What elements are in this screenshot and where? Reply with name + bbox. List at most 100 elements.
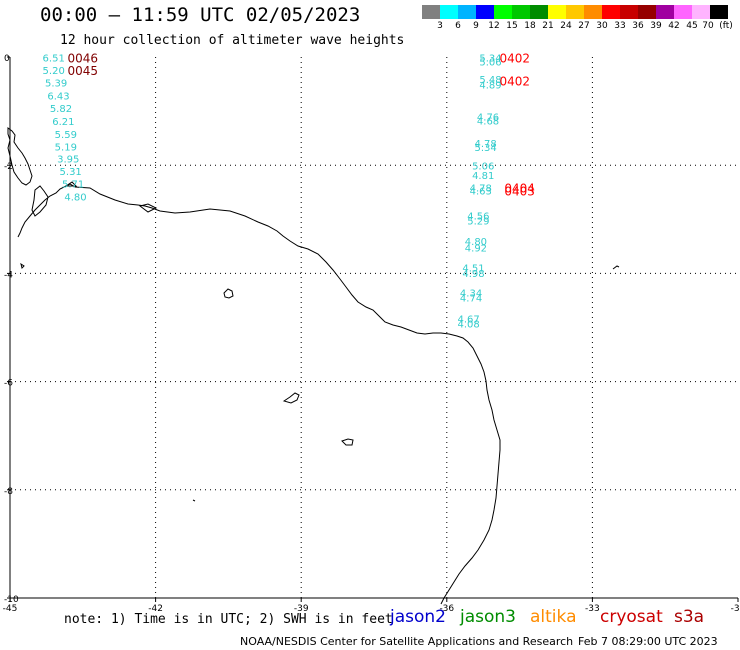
swh-value: 4.51 [462, 263, 484, 274]
satellite-cryosat: cryosat [600, 607, 663, 627]
swh-value: 5.59 [55, 130, 77, 141]
swh-value: 5.19 [55, 142, 77, 153]
scale-label: (ft) [719, 21, 733, 31]
pass-time: 0045 [68, 64, 99, 78]
lat-tick-label: 0 [4, 54, 10, 64]
islet-west [20, 262, 25, 269]
islet-south [192, 499, 196, 502]
swh-value: 4.63 [470, 187, 492, 198]
satellite-altika: altika [530, 607, 577, 627]
scale-swatch [440, 5, 458, 19]
pass-time: 0404 [504, 181, 535, 195]
pass-time: 0402 [499, 74, 530, 88]
swh-value: 5.20 [43, 66, 65, 77]
map-frame [7, 56, 739, 602]
lat-tick-label: -8 [4, 487, 13, 497]
lon-tick-label: -42 [148, 604, 163, 614]
rocas-atoll [223, 288, 234, 299]
scale-label: 27 [578, 21, 590, 31]
swh-value: 5.29 [467, 216, 489, 227]
scale-swatch [710, 5, 728, 19]
swh-value: 3.95 [57, 155, 79, 166]
scale-swatch [584, 5, 602, 19]
lat-tick-label: -10 [4, 595, 19, 605]
pass-time: 0402 [499, 52, 530, 66]
credit-text: NOAA/NESDIS Center for Satellite Applica… [240, 635, 574, 648]
scale-swatch [548, 5, 566, 19]
coastal-islets [64, 181, 158, 213]
scale-swatch [476, 5, 494, 19]
generated-timestamp: Feb 7 08:29:00 UTC 2023 [578, 635, 718, 648]
swh-value: 6.51 [43, 54, 65, 65]
scale-label: 9 [473, 21, 479, 31]
scale-label: 18 [524, 21, 536, 31]
scale-label: 33 [614, 21, 626, 31]
swh-value: 5.06 [479, 57, 501, 68]
brazil-coastline [74, 186, 501, 605]
map-subtitle: 12 hour collection of altimeter wave hei… [60, 33, 405, 48]
swh-value: 4.89 [479, 81, 501, 92]
scale-swatch [494, 5, 512, 19]
scale-swatch [692, 5, 710, 19]
swh-value: 6.43 [47, 91, 69, 102]
swh-value: 5.06 [472, 162, 494, 173]
swh-value: 5.34 [479, 54, 501, 65]
sao-luis-island [7, 127, 33, 186]
swh-value: 4.34 [460, 288, 482, 299]
pass-time: 0046 [68, 52, 99, 66]
swh-value: 4.67 [458, 314, 480, 325]
fernando-de-noronha [282, 392, 300, 404]
swh-value: 4.78 [474, 139, 496, 150]
swh-value: 4.80 [64, 193, 86, 204]
scale-swatch [656, 5, 674, 19]
swh-value: 5.39 [45, 78, 67, 89]
scale-label: 30 [596, 21, 608, 31]
swh-value: 4.80 [465, 237, 487, 248]
axis-tick-labels: -45 -42 -39 -36 -33 -30 0 -2 -4 -6 -8 -10 [3, 54, 740, 614]
lat-tick-label: -4 [4, 270, 13, 280]
lat-tick-label: -2 [4, 162, 13, 172]
swh-value: 4.74 [460, 294, 482, 305]
scale-label: 12 [488, 21, 500, 31]
satellite-jason3: jason3 [460, 607, 516, 627]
swh-value: 5.82 [50, 104, 72, 115]
lon-tick-label: -36 [439, 604, 454, 614]
scale-swatch [530, 5, 548, 19]
scale-label: 3 [437, 21, 443, 31]
pass-time: 0403 [504, 185, 535, 199]
map-title: 00:00 – 11:59 UTC 02/05/2023 [40, 4, 361, 26]
scale-label: 45 [686, 21, 698, 31]
scale-label: 24 [560, 21, 572, 31]
swh-value: 4.56 [467, 212, 489, 223]
lat-lon-grid [10, 57, 738, 598]
swh-value: 5.34 [474, 143, 496, 154]
western-altimeter-track: 6.515.205.39 6.43 5.82 6.21 5.595.19 3.955.31… [43, 52, 99, 204]
swh-value: 4.81 [472, 171, 494, 182]
scale-label: 15 [506, 21, 518, 31]
swh-value: 4.76 [477, 113, 499, 124]
swh-value: 4.78 [470, 183, 492, 194]
satellite-jason2: jason2 [390, 607, 446, 627]
swh-value: 4.08 [458, 320, 480, 331]
islet-east [612, 265, 620, 270]
scale-label: 42 [668, 21, 680, 31]
scale-label: 6 [455, 21, 461, 31]
scale-label: 39 [650, 21, 662, 31]
scale-label: 70 [702, 21, 714, 31]
eastern-altimeter-track: 5.345.065.484.894.764.684.785.345.064.81… [458, 52, 535, 331]
wave-height-color-scale [422, 5, 728, 19]
scale-swatch [620, 5, 638, 19]
scale-swatch [602, 5, 620, 19]
lon-tick-label: -30 [731, 604, 740, 614]
lon-tick-label: -45 [3, 604, 18, 614]
swh-value: 5.71 [62, 180, 84, 191]
scale-swatch [638, 5, 656, 19]
coastline [7, 127, 620, 605]
lat-tick-label: -6 [4, 379, 13, 389]
swh-value: 4.92 [465, 243, 487, 254]
swh-value: 5.31 [60, 167, 82, 178]
lon-tick-label: -39 [294, 604, 309, 614]
swh-value: 6.21 [52, 117, 74, 128]
scale-swatch [512, 5, 530, 19]
swh-value: 4.68 [477, 116, 499, 127]
